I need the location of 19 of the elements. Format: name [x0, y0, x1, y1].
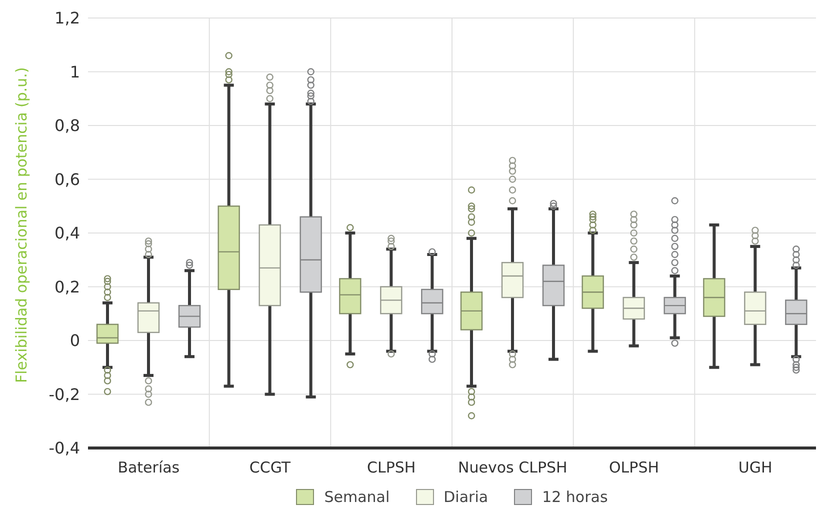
x-tick-label: Baterías: [118, 458, 180, 477]
y-tick-label: 0: [70, 331, 80, 350]
x-tick-label: CCGT: [249, 458, 292, 477]
y-tick-label: 0,2: [54, 277, 80, 296]
x-tick-label: UGH: [738, 458, 772, 477]
y-axis-title: Flexibilidad operacional en potencia (p.u.): [12, 67, 30, 383]
legend-label: Semanal: [323, 488, 390, 506]
x-tick-label: Nuevos CLPSH: [458, 458, 568, 477]
x-tick-label: CLPSH: [366, 458, 416, 477]
x-tick-label: OLPSH: [608, 458, 660, 477]
y-tick-label: 1,2: [54, 8, 80, 28]
y-tick-label: 0,4: [54, 224, 80, 243]
y-tick-label: -0,2: [48, 384, 80, 404]
legend-label: 12 horas: [541, 488, 608, 506]
y-tick-label: 1: [70, 62, 80, 82]
y-tick-label: -0,4: [48, 438, 80, 458]
y-tick-label: 0,8: [54, 116, 80, 136]
legend-label: Diaria: [442, 488, 488, 506]
y-tick-label: 0,6: [54, 170, 80, 189]
